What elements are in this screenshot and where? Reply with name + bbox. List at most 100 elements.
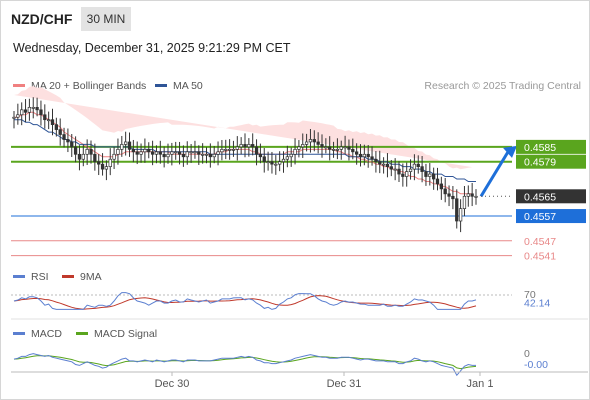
candle-body-17 xyxy=(77,153,82,160)
candle-body-67 xyxy=(270,161,274,165)
candle-body-75 xyxy=(301,144,305,148)
candle-body-3 xyxy=(23,109,28,113)
candle-body-91 xyxy=(362,153,366,158)
candle-body-102 xyxy=(405,171,409,177)
candle-body-61 xyxy=(247,144,251,148)
rsi-line xyxy=(13,292,477,310)
legend-ma20: MA 20 + Bollinger Bands xyxy=(13,80,146,92)
candle-body-57 xyxy=(231,149,236,151)
candle-body-50 xyxy=(204,153,209,156)
candle-body-31 xyxy=(131,149,136,153)
candle-body-37 xyxy=(154,151,159,155)
candle-body-101 xyxy=(401,173,405,177)
candle-body-36 xyxy=(150,151,155,155)
candle-body-54 xyxy=(220,149,224,153)
candle-body-52 xyxy=(212,153,216,158)
candle-body-33 xyxy=(139,151,143,155)
candle-body-45 xyxy=(185,151,189,158)
rsi-ma-line xyxy=(13,295,477,310)
candle-body-24 xyxy=(104,166,109,170)
candle-body-44 xyxy=(181,153,186,158)
candle-body-9 xyxy=(46,119,51,122)
candle-body-48 xyxy=(197,151,201,155)
candle-body-21 xyxy=(93,153,97,163)
legend-rsi-ma-label: 9MA xyxy=(80,271,102,283)
projection-layer xyxy=(479,145,517,198)
legend-ma50-label: MA 50 xyxy=(173,80,203,92)
candle-body-38 xyxy=(158,151,162,155)
candle-body-111 xyxy=(439,183,443,190)
candle-body-42 xyxy=(174,151,178,154)
candle-body-104 xyxy=(412,163,417,170)
candle-body-40 xyxy=(166,153,170,158)
candle-body-100 xyxy=(397,168,401,175)
candle-body-65 xyxy=(262,156,266,163)
candle-body-72 xyxy=(289,153,293,158)
candle-body-28 xyxy=(120,144,124,150)
candle-body-110 xyxy=(435,178,440,185)
chart-datetime: Wednesday, December 31, 2025 9:21:29 PM … xyxy=(13,41,291,55)
candle-body-119 xyxy=(470,193,474,197)
legend-macd-signal-label: MACD Signal xyxy=(94,328,158,340)
candle-body-107 xyxy=(424,171,428,177)
candle-body-97 xyxy=(385,163,390,167)
macd-swatch xyxy=(13,331,25,335)
candle-body-81 xyxy=(324,146,328,149)
candle-body-99 xyxy=(393,168,397,171)
candle-body-76 xyxy=(304,141,309,145)
price-label-bg-2 xyxy=(516,189,586,204)
bollinger-band-layer xyxy=(14,86,473,170)
candle-body-73 xyxy=(293,149,297,155)
candle-body-62 xyxy=(251,144,255,148)
candle-body-47 xyxy=(193,151,197,154)
price-label-bg-3 xyxy=(516,209,586,224)
candle-body-12 xyxy=(58,129,62,135)
macd-zero-label: 0 xyxy=(524,348,530,360)
candle-body-106 xyxy=(420,166,424,172)
macd-panel: 0-0.00 xyxy=(13,348,548,377)
instrument-symbol: NZD/CHF xyxy=(11,11,73,27)
candle-body-58 xyxy=(235,146,239,150)
candle-body-74 xyxy=(297,146,301,150)
candle-body-86 xyxy=(343,146,347,149)
timeframe-badge[interactable]: 30 MIN xyxy=(81,7,131,31)
candle-body-118 xyxy=(466,193,470,197)
legend-rsi-label: RSI xyxy=(31,271,49,283)
candle-body-51 xyxy=(208,153,213,158)
price-label-5: 0.4541 xyxy=(524,251,556,263)
rsi-ma-swatch xyxy=(62,274,74,278)
price-label-bg-1 xyxy=(516,154,586,169)
candle-body-26 xyxy=(112,153,116,160)
price-label-2: 0.4565 xyxy=(524,191,556,203)
price-label-3: 0.4557 xyxy=(524,211,556,223)
candle-body-49 xyxy=(201,153,205,156)
candle-body-5 xyxy=(31,107,35,109)
candle-body-103 xyxy=(408,168,413,172)
candle-body-84 xyxy=(335,149,340,151)
x-tick-label-0: Dec 30 xyxy=(155,378,190,390)
candle-body-1 xyxy=(16,114,20,118)
x-axis: Dec 30 Dec 31 Jan 1 xyxy=(11,371,588,390)
candle-body-89 xyxy=(355,151,359,155)
candle-body-92 xyxy=(366,153,370,158)
candle-body-32 xyxy=(135,151,139,155)
candle-body-88 xyxy=(351,149,355,153)
candle-body-66 xyxy=(266,161,270,164)
candle-body-96 xyxy=(381,163,386,166)
research-credit: Research © 2025 Trading Central xyxy=(424,80,581,92)
candle-body-41 xyxy=(170,151,174,155)
rsi-value-label: 42.14 xyxy=(524,297,550,309)
legend-macd: MACD xyxy=(13,328,62,340)
candle-body-83 xyxy=(331,149,336,151)
candle-body-4 xyxy=(27,107,32,113)
level-lines-layer xyxy=(11,145,512,257)
candle-body-108 xyxy=(428,173,432,177)
candle-body-11 xyxy=(54,124,58,130)
price-label-bg-0 xyxy=(516,139,586,154)
candle-body-80 xyxy=(320,144,324,148)
ma20-swatch xyxy=(13,83,25,87)
candle-body-53 xyxy=(216,151,220,155)
ma50-swatch xyxy=(155,83,167,87)
